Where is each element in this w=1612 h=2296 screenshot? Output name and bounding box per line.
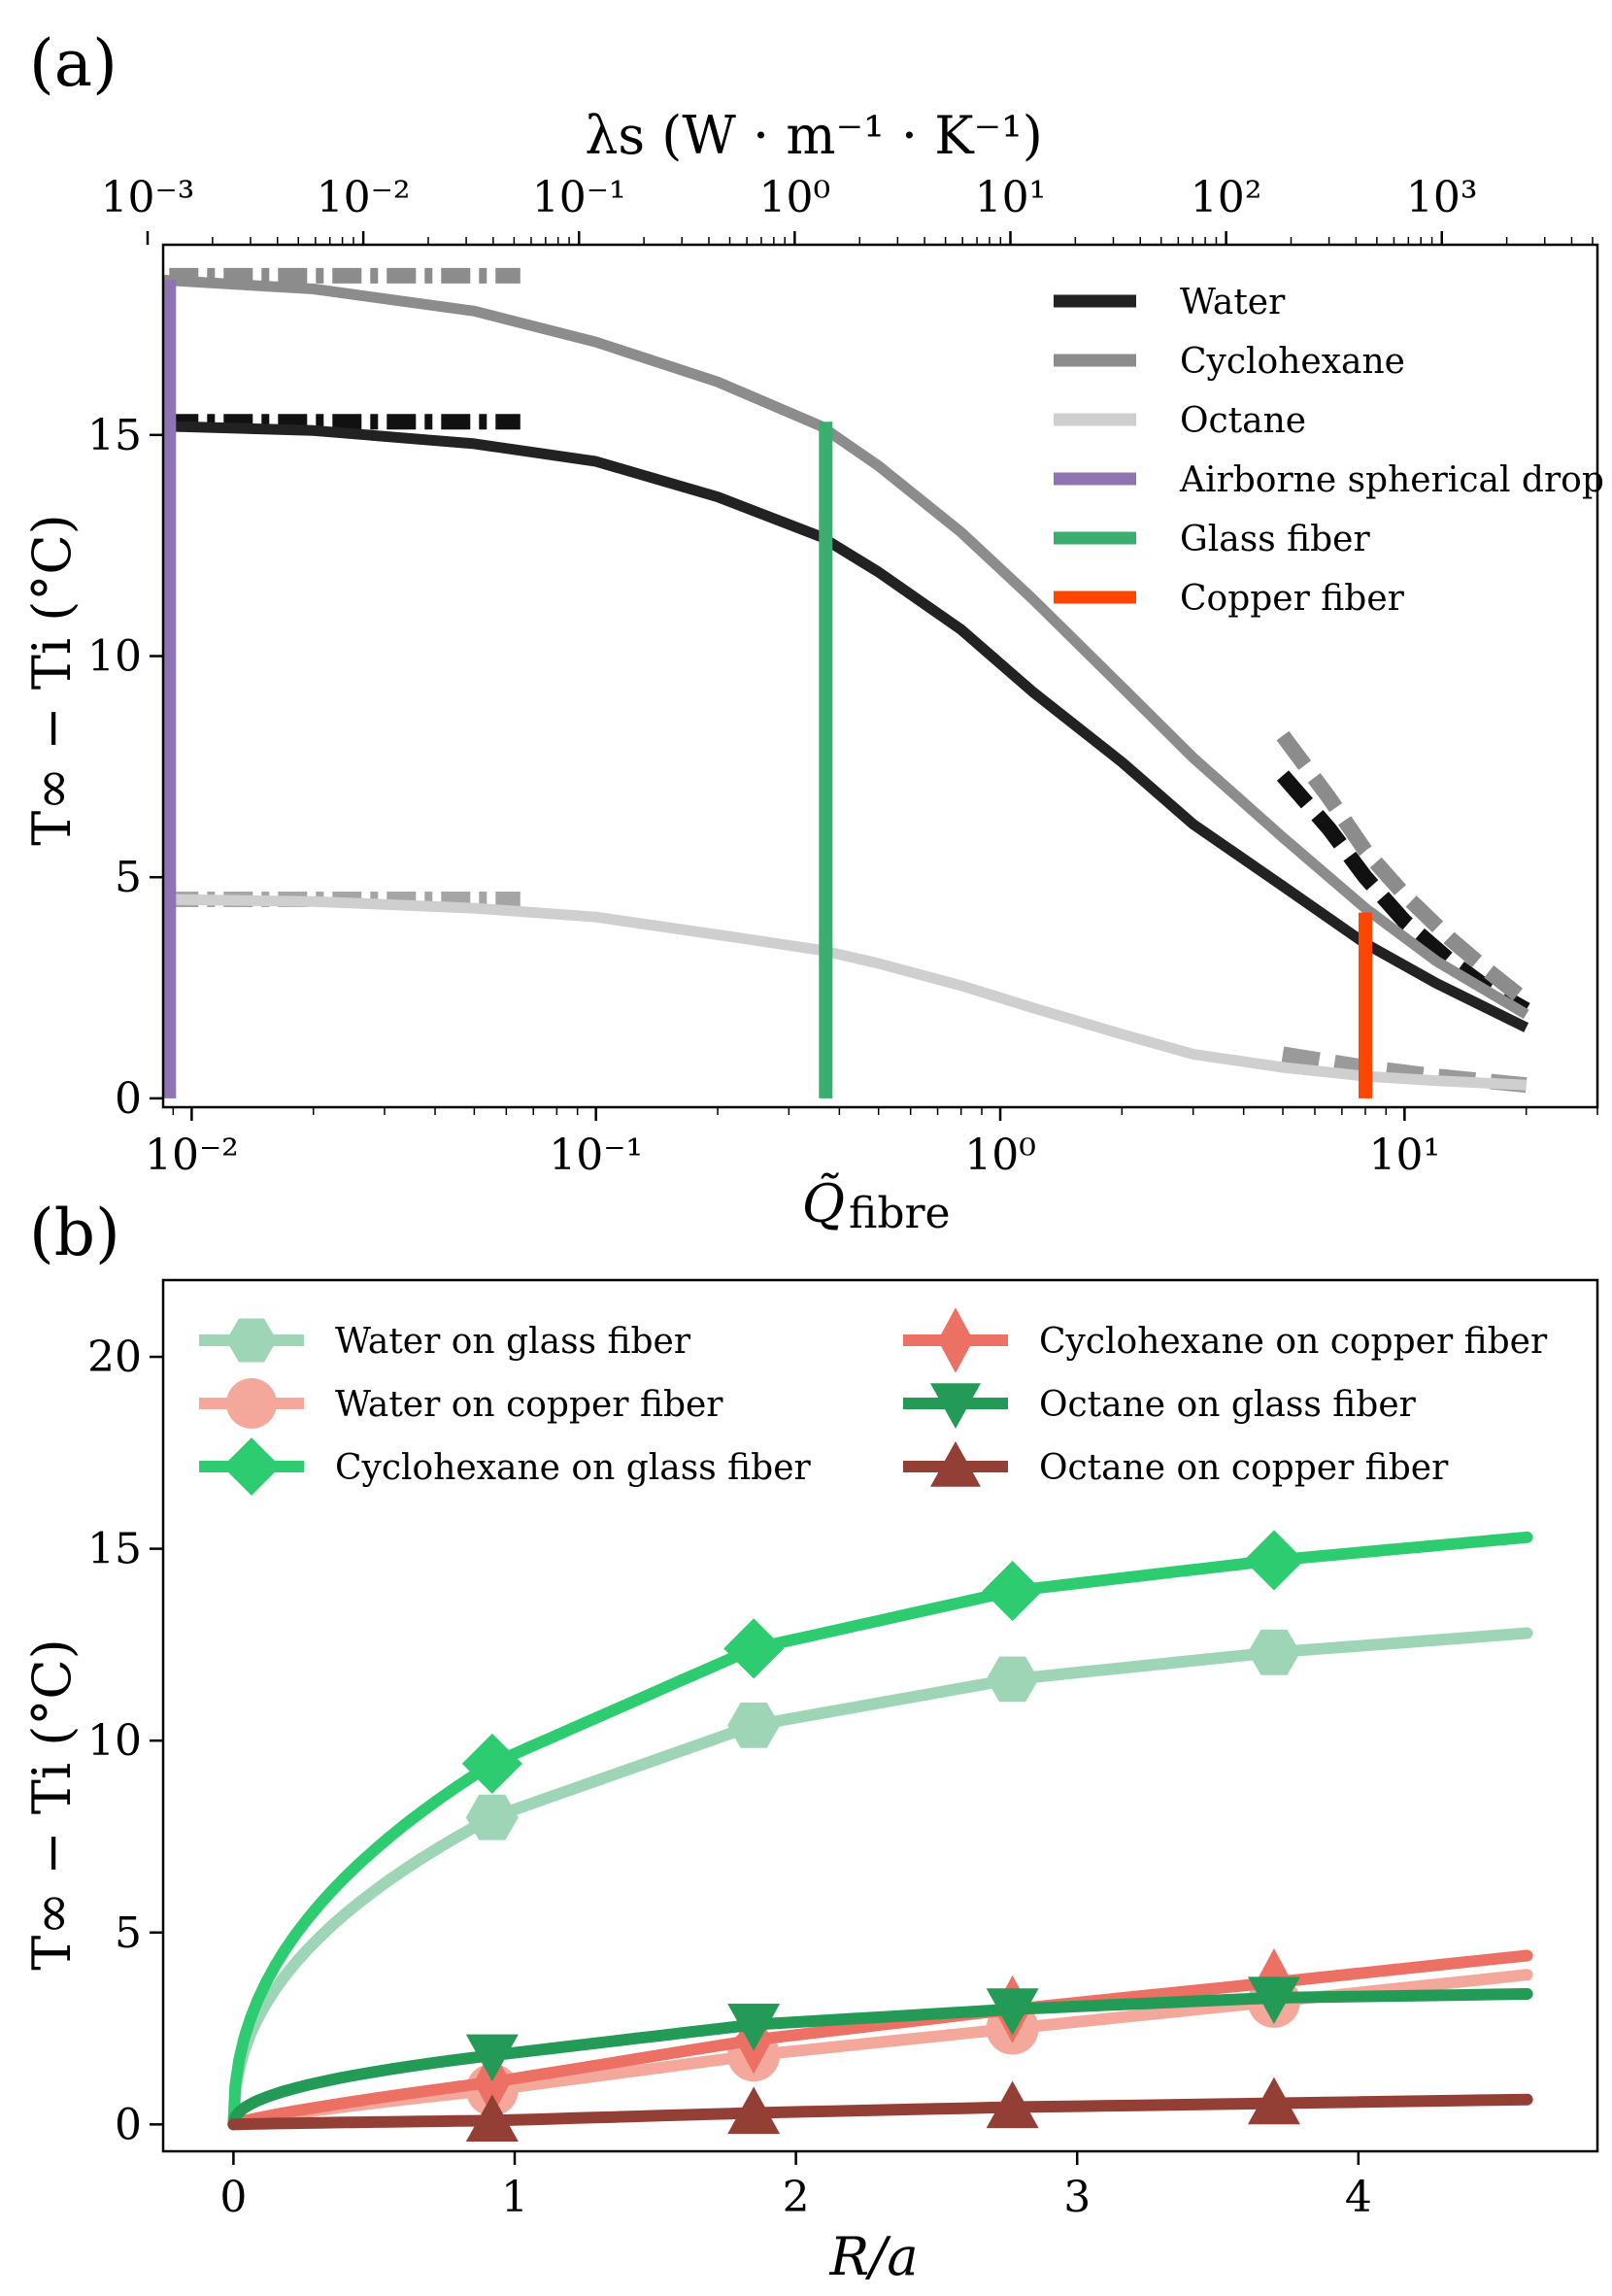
chart-b-x-tick-label: 3: [1063, 2173, 1091, 2222]
chart-a-frame: [161, 243, 1599, 1109]
legend-marker: [930, 1441, 981, 1487]
series-line-octane: [163, 894, 1527, 1091]
chart-a-top-tick-label: 10⁰: [759, 173, 831, 222]
chart-a-top-tick-label: 10³: [1406, 173, 1478, 222]
asymptote-line-5: [1281, 1046, 1528, 1094]
chart-a-y-tick-label: 5: [115, 853, 142, 902]
data-point-octane-on-glass-fiber: [986, 1988, 1039, 2036]
legend-label: Water: [1180, 283, 1286, 322]
chart-a-y-tick-label: 0: [115, 1074, 142, 1124]
chart-a: 10⁻² 10⁻¹ 10⁰ 10¹ 10⁻³ 10⁻² 10⁻¹ 10⁰ 10¹ 10² 10³ 0 5…: [87, 173, 1604, 1180]
data-point-cyclohexane-on-glass-fiber: [982, 1561, 1043, 1622]
series-line-cyclohexane: [163, 274, 1529, 1020]
data-point-cyclohexane-on-glass-fiber: [1243, 1530, 1305, 1591]
chart-a-x-tick-label: 10⁻²: [145, 1131, 239, 1180]
data-point-cyclohexane-on-copper-fiber: [473, 2047, 511, 2116]
chart-a-y-tick-label: 15: [87, 411, 142, 460]
chart-b-frame: [161, 1278, 1599, 2153]
chart-a-top-tick-label: 10⁻²: [317, 173, 411, 222]
chart-b-y-tick-label: 5: [115, 1908, 142, 1958]
legend-label: Octane on copper fiber: [1039, 1448, 1449, 1488]
chart-a-x-tick-label: 10⁰: [964, 1131, 1036, 1180]
data-point-water-on-glass-fiber: [465, 1794, 519, 1840]
data-point-octane-on-copper-fiber: [727, 2086, 781, 2135]
chart-b-x-label: R/a: [828, 2226, 918, 2287]
series-line-octane-on-copper-fiber: [227, 2093, 1533, 2131]
legend-label: Octane on glass fiber: [1039, 1385, 1417, 1425]
chart-a-top-tick-label: 10⁻³: [101, 173, 195, 222]
legend-marker: [226, 1378, 277, 1429]
legend-label: Cyclohexane on glass fiber: [335, 1448, 812, 1488]
chart-a-top-tick-label: 10⁻¹: [532, 173, 626, 222]
series-line-water: [163, 421, 1529, 1032]
series-line-water-on-glass-fiber: [227, 1627, 1533, 2131]
chart-b-x-tick-label: 0: [219, 2173, 247, 2222]
legend-label: Copper fiber: [1180, 579, 1405, 619]
chart-b-y-tick-label: 15: [87, 1525, 142, 1574]
legend-label: Airborne spherical drop: [1179, 460, 1604, 500]
legend-marker: [930, 1383, 981, 1429]
legend-label: Glass fiber: [1180, 520, 1370, 559]
chart-a-top-tick-label: 10¹: [975, 173, 1047, 222]
legend-label: Water on copper fiber: [335, 1385, 723, 1425]
chart-b-x-tick-label: 4: [1345, 2173, 1372, 2222]
chart-b-x-tick-label: 2: [783, 2173, 810, 2222]
series-line-octane-on-glass-fiber: [227, 1988, 1533, 2131]
data-point-cyclohexane-on-glass-fiber: [723, 1618, 785, 1679]
chart-a-y-tick-label: 10: [87, 632, 142, 682]
data-point-octane-on-copper-fiber: [465, 2094, 519, 2142]
chart-a-x-label: Q̃: [802, 1172, 845, 1234]
chart-a-plot-area: [163, 267, 1531, 1098]
data-point-octane-on-copper-fiber: [1247, 2077, 1300, 2125]
chart-b-x-tick-label: 1: [501, 2173, 528, 2222]
asymptote-line-4: [1276, 730, 1531, 1007]
data-point-water-on-glass-fiber: [1248, 1629, 1300, 1675]
data-point-octane-on-glass-fiber: [465, 2034, 519, 2082]
data-point-water-on-glass-fiber: [727, 1703, 781, 1748]
legend-marker: [937, 1307, 974, 1373]
chart-a-top-tick-label: 10²: [1191, 173, 1262, 222]
legend-label: Octane: [1180, 401, 1306, 441]
chart-a-top-x-label: λs (W · m⁻¹ · K⁻¹): [585, 105, 1043, 166]
panel-b-label: (b): [29, 1196, 120, 1270]
data-point-water-on-glass-fiber: [986, 1656, 1039, 1703]
chart-b-legend: Water on glass fiber Water on copper fibe…: [199, 1307, 1548, 1496]
data-point-cyclohexane-on-glass-fiber: [461, 1733, 522, 1794]
panel-a-label: (a): [29, 26, 118, 101]
chart-b-y-label: T∞ − Ti (°C): [21, 1638, 83, 1970]
series-line-cyclohexane-on-glass-fiber: [227, 1531, 1533, 2131]
legend-label: Cyclohexane on copper fiber: [1039, 1322, 1548, 1362]
chart-b-y-tick-label: 20: [87, 1333, 142, 1382]
chart-a-y-label: T∞ − Ti (°C): [21, 514, 83, 845]
legend-label: Cyclohexane: [1180, 342, 1405, 382]
legend-marker: [226, 1318, 277, 1363]
chart-a-legend: Water Cyclohexane Octane Airborne spherical…: [1054, 283, 1604, 619]
data-point-octane-on-copper-fiber: [986, 2080, 1039, 2129]
series-line-cyclohexane-on-copper-fiber: [227, 1949, 1533, 2131]
data-point-octane-on-glass-fiber: [727, 2003, 781, 2051]
chart-b-plot-area: [227, 1530, 1533, 2142]
legend-label: Water on glass fiber: [335, 1322, 691, 1362]
chart-b-y-tick-label: 10: [87, 1716, 142, 1766]
chart-a-x-tick-label: 10¹: [1369, 1131, 1441, 1180]
legend-marker: [222, 1437, 281, 1496]
chart-a-x-tick-label: 10⁻¹: [549, 1131, 643, 1180]
chart-b-y-tick-label: 0: [115, 2100, 142, 2149]
data-point-octane-on-glass-fiber: [1247, 1976, 1300, 2024]
chart-a-x-label-sub: fibre: [849, 1189, 951, 1238]
